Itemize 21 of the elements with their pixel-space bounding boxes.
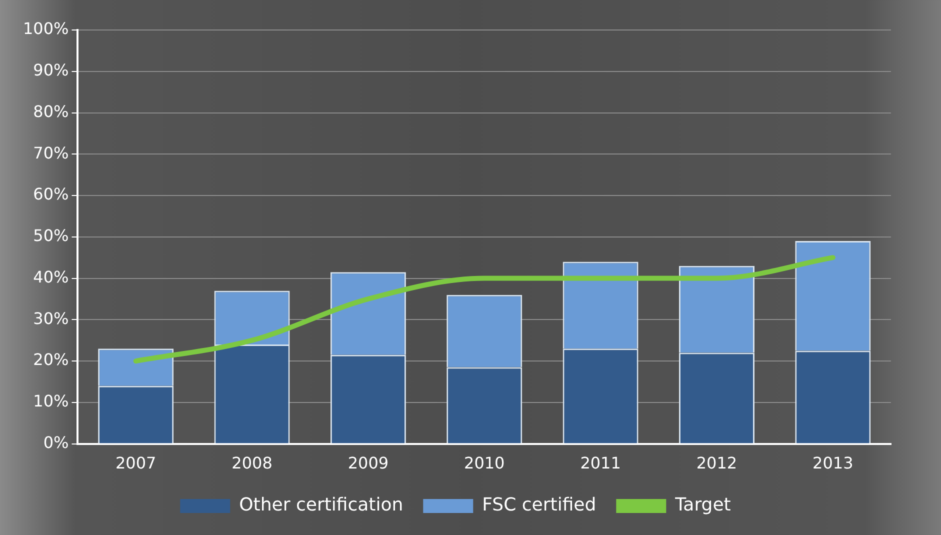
x-tick-label: 2010 — [464, 454, 505, 473]
x-tick-label: 2011 — [580, 454, 621, 473]
x-tick-label: 2009 — [348, 454, 389, 473]
x-tick-label: 2007 — [115, 454, 156, 473]
y-tick-label: 0% — [43, 432, 69, 452]
y-tick-label: 70% — [33, 143, 69, 162]
legend-label: Other certification — [239, 494, 404, 516]
legend-label: Target — [674, 494, 731, 516]
y-tick-label: 60% — [33, 184, 69, 204]
x-tick-label: 2012 — [696, 454, 738, 473]
y-tick-label: 90% — [33, 60, 69, 80]
y-tick-label: 20% — [33, 350, 69, 370]
y-tick-label: 10% — [33, 392, 69, 411]
y-tick-label: 80% — [33, 102, 69, 121]
x-tick-label: 2013 — [812, 454, 854, 473]
y-tick-label: 50% — [33, 226, 69, 246]
legend-label: FSC certified — [482, 494, 596, 516]
x-tick-label: 2008 — [232, 454, 272, 473]
y-tick-label: 30% — [33, 308, 69, 328]
y-tick-label: 100% — [22, 19, 69, 38]
y-tick-label: 40% — [33, 267, 69, 286]
